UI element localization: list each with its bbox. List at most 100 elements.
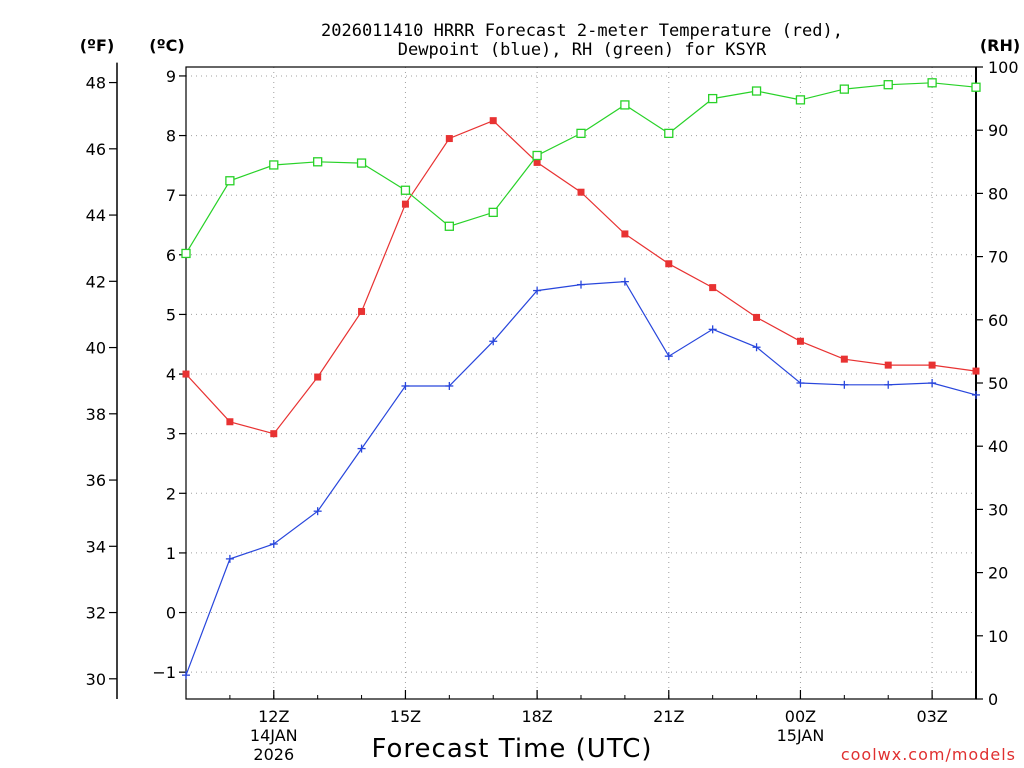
rh-point (971, 82, 981, 92)
dewpoint-point (577, 280, 585, 289)
rh-point (532, 150, 542, 161)
rh-point (313, 157, 323, 167)
rh-point (708, 93, 718, 104)
x-tick-date: 14JAN (250, 726, 298, 745)
fahrenheit-tick-label: 34 (86, 537, 106, 556)
fahrenheit-tick-label: 46 (86, 140, 106, 159)
rh-point (269, 160, 279, 170)
chart-title-line-2: Dewpoint (blue), RH (green) for KSYR (398, 40, 767, 60)
chart-title-line-1: 2026011410 HRRR Forecast 2-meter Tempera… (321, 21, 843, 41)
temperature-line (185, 119, 977, 435)
dewpoint-point (752, 343, 761, 352)
temperature-point (445, 135, 453, 143)
dewpoint-point (884, 380, 893, 389)
celsius-tick-label: 2 (166, 484, 176, 503)
fahrenheit-unit-label: (ºF) (80, 36, 115, 55)
rh-tick-label: 70 (988, 248, 1008, 267)
dewpoint-point (708, 325, 717, 334)
temperature-point (270, 430, 278, 438)
dewpoint-line (185, 280, 977, 676)
rh-point (664, 128, 674, 139)
rh-point (576, 128, 586, 139)
rh-point (883, 80, 893, 90)
dewpoint-point (182, 671, 190, 680)
temperature-point (665, 260, 673, 268)
rh-point (356, 158, 367, 168)
fahrenheit-tick-label: 48 (86, 74, 106, 93)
dewpoint-point (972, 390, 980, 399)
dewpoint-point (269, 539, 278, 548)
dewpoint-point (533, 286, 542, 295)
temperature-point (884, 361, 892, 369)
dewpoint-point (620, 277, 629, 286)
rh-point (225, 176, 235, 186)
rh-point (620, 100, 630, 110)
dewpoint-point (357, 444, 366, 453)
celsius-tick-label: 9 (166, 67, 176, 86)
temperature-point (796, 337, 804, 345)
rh-series (181, 78, 981, 259)
fahrenheit-tick-label: 36 (86, 471, 106, 490)
x-tick-label: 12Z (258, 707, 289, 726)
celsius-tick-label: 5 (166, 305, 176, 324)
dewpoint-point (225, 554, 234, 563)
fahrenheit-tick-label: 30 (86, 670, 106, 689)
celsius-tick-label: 6 (166, 246, 176, 265)
temperature-point (840, 355, 848, 363)
rh-tick-label: 0 (988, 690, 998, 709)
rh-tick-label: 100 (988, 58, 1019, 77)
dewpoint-point (796, 379, 805, 387)
fahrenheit-tick-label: 38 (86, 405, 106, 424)
rh-point (400, 185, 411, 195)
dewpoint-point (840, 380, 849, 389)
temperature-point (401, 200, 409, 208)
temperature-point (753, 313, 761, 321)
temperature-point (489, 117, 497, 125)
rh-tick-label: 30 (988, 500, 1008, 519)
temperature-point (358, 307, 366, 315)
dewpoint-point (489, 337, 498, 346)
temperature-point (709, 284, 717, 292)
axes: −101234567893032343638404244464801020304… (86, 58, 1019, 764)
celsius-tick-label: 1 (166, 544, 176, 563)
x-tick-date: 15JAN (777, 726, 825, 745)
x-tick-label: 03Z (916, 707, 947, 726)
x-tick-label: 15Z (390, 707, 421, 726)
fahrenheit-tick-label: 40 (86, 339, 106, 358)
dewpoint-point (664, 352, 673, 361)
fahrenheit-tick-label: 32 (86, 604, 106, 623)
rh-tick-label: 50 (988, 374, 1008, 393)
fahrenheit-tick-label: 42 (86, 272, 106, 291)
temperature-point (928, 361, 936, 369)
rh-point (839, 84, 849, 94)
x-tick-label: 18Z (521, 707, 552, 726)
celsius-unit-label: (ºC) (149, 36, 184, 55)
rh-point (444, 221, 454, 231)
temperature-point (226, 418, 234, 426)
dewpoint-point (445, 381, 454, 390)
x-tick-year: 2026 (253, 745, 294, 764)
celsius-tick-label: 0 (166, 604, 176, 623)
rh-tick-label: 40 (988, 437, 1008, 456)
celsius-tick-label: 7 (166, 186, 176, 205)
rh-point (181, 248, 191, 259)
plot-frame (185, 66, 977, 700)
rh-point (927, 78, 937, 88)
rh-point (751, 86, 762, 96)
temperature-point (182, 370, 190, 378)
rh-line (185, 82, 977, 254)
temperature-point (314, 373, 322, 381)
temperature-point (621, 230, 629, 238)
fahrenheit-tick-label: 44 (86, 206, 106, 225)
rh-tick-label: 20 (988, 564, 1008, 583)
x-tick-label: 21Z (653, 707, 684, 726)
x-axis-label: Forecast Time (UTC) (371, 734, 652, 764)
rh-tick-label: 10 (988, 627, 1008, 646)
dewpoint-point (401, 381, 410, 390)
temperature-point (533, 158, 541, 166)
rh-tick-label: 90 (988, 121, 1008, 140)
rh-tick-label: 80 (988, 184, 1008, 203)
dewpoint-point (313, 507, 322, 516)
rh-tick-label: 60 (988, 311, 1008, 330)
